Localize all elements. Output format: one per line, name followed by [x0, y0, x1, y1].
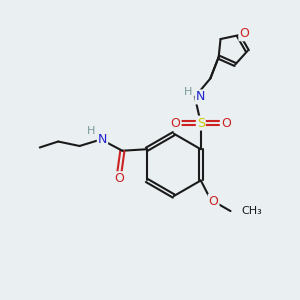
Text: S: S — [197, 117, 205, 130]
Text: H: H — [87, 126, 96, 136]
Text: N: N — [98, 133, 107, 146]
Text: O: O — [115, 172, 124, 185]
Text: CH₃: CH₃ — [241, 206, 262, 216]
Text: O: O — [221, 117, 231, 130]
Text: H: H — [184, 87, 193, 97]
Text: O: O — [208, 195, 218, 208]
Text: O: O — [239, 27, 249, 40]
Text: O: O — [171, 117, 181, 130]
Text: N: N — [196, 90, 205, 104]
